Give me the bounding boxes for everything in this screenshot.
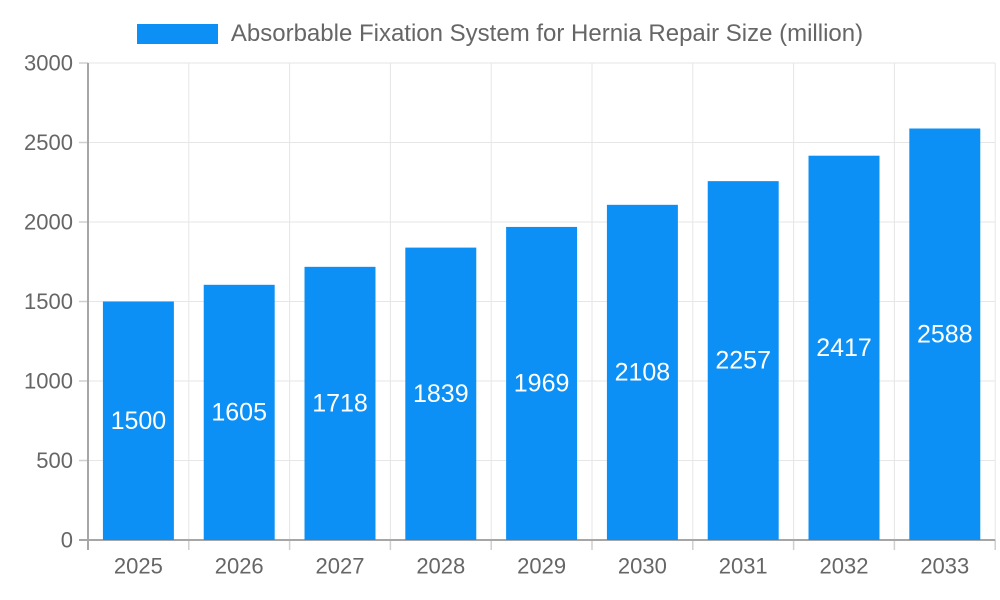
- x-tick-label-2029: 2029: [517, 554, 566, 579]
- bar-value-label-2033: 2588: [917, 320, 973, 348]
- bar-2031: [707, 181, 779, 540]
- y-tick-label-2000: 2000: [24, 210, 73, 235]
- y-tick-label-1500: 1500: [24, 289, 73, 314]
- bar-value-label-2032: 2417: [816, 334, 872, 362]
- bar-2028: [405, 247, 477, 540]
- y-tick-label-3000: 3000: [24, 51, 73, 76]
- bar-2030: [606, 204, 678, 540]
- legend: Absorbable Fixation System for Hernia Re…: [0, 20, 1000, 47]
- bar-value-label-2030: 2108: [615, 358, 671, 386]
- y-tick-label-1000: 1000: [24, 369, 73, 394]
- bar-value-label-2028: 1839: [413, 380, 469, 408]
- bar-2029: [506, 226, 578, 540]
- x-tick-label-2030: 2030: [618, 554, 667, 579]
- bar-2026: [203, 284, 275, 540]
- x-tick-label-2031: 2031: [719, 554, 768, 579]
- y-tick-label-500: 500: [36, 448, 73, 473]
- x-tick-label-2028: 2028: [416, 554, 465, 579]
- bar-value-label-2026: 1605: [211, 398, 267, 426]
- x-tick-label-2033: 2033: [920, 554, 969, 579]
- y-tick-label-0: 0: [61, 528, 73, 553]
- x-tick-label-2026: 2026: [215, 554, 264, 579]
- bar-2032: [808, 155, 880, 540]
- bar-value-label-2025: 1500: [111, 407, 167, 435]
- y-tick-label-2500: 2500: [24, 130, 73, 155]
- x-tick-label-2025: 2025: [114, 554, 163, 579]
- bar-value-label-2029: 1969: [514, 369, 570, 397]
- x-tick-label-2027: 2027: [316, 554, 365, 579]
- bar-2025: [102, 301, 174, 540]
- bar-2033: [909, 128, 981, 540]
- legend-swatch[interactable]: [136, 23, 218, 44]
- legend-label[interactable]: Absorbable Fixation System for Hernia Re…: [230, 19, 864, 47]
- x-tick-label-2032: 2032: [820, 554, 869, 579]
- bar-2027: [304, 266, 376, 540]
- bar-value-label-2027: 1718: [312, 389, 368, 417]
- bar-value-label-2031: 2257: [715, 347, 771, 375]
